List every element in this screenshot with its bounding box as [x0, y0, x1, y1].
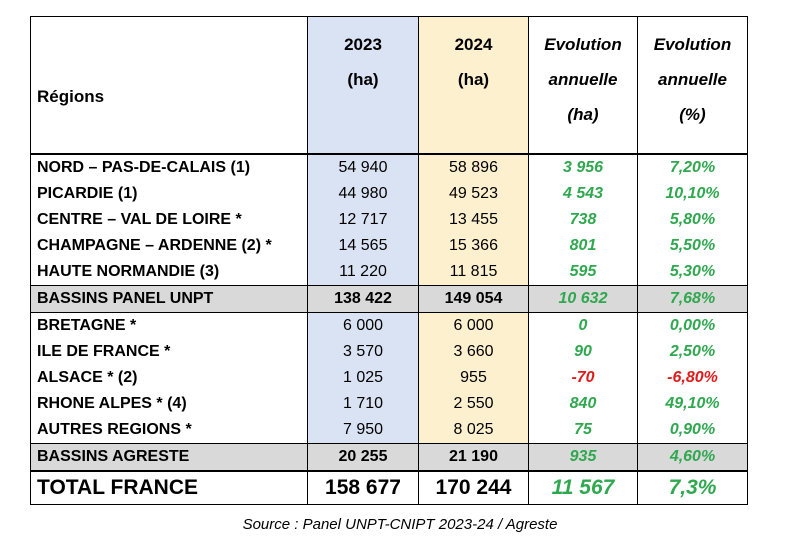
- region-cell: ILE DE FRANCE *: [30, 339, 308, 365]
- header-evol-ha-line1: Evolution: [544, 35, 622, 54]
- evolution-ha-cell: 935: [528, 443, 638, 472]
- value-2024-cell: 3 660: [418, 339, 529, 365]
- region-cell: AUTRES REGIONS *: [30, 417, 308, 444]
- value-2024-cell: 6 000: [418, 312, 529, 339]
- region-cell: BASSINS AGRESTE: [30, 443, 308, 472]
- value-2023-cell: 12 717: [307, 207, 419, 233]
- evolution-pct-cell: 7,68%: [637, 285, 748, 313]
- region-cell: BASSINS PANEL UNPT: [30, 285, 308, 313]
- header-2024-year: 2024: [454, 35, 493, 54]
- evolution-pct-cell: 5,30%: [637, 259, 748, 286]
- value-2023-cell: 7 950: [307, 417, 419, 444]
- table-row: CHAMPAGNE – ARDENNE (2) * 14 565 15 366 …: [30, 233, 748, 259]
- region-cell: CHAMPAGNE – ARDENNE (2) *: [30, 233, 308, 259]
- table-row: ILE DE FRANCE * 3 570 3 660 90 2,50%: [30, 339, 748, 365]
- value-2023-cell: 1 025: [307, 365, 419, 391]
- value-2023-cell: 138 422: [307, 285, 419, 313]
- evolution-pct-cell: 0,00%: [637, 312, 748, 339]
- evolution-ha-cell: 801: [528, 233, 638, 259]
- value-2024-cell: 8 025: [418, 417, 529, 444]
- value-2024-cell: 21 190: [418, 443, 529, 472]
- header-evol-pct-line3: (%): [679, 105, 706, 124]
- table-row: BRETAGNE * 6 000 6 000 0 0,00%: [30, 312, 748, 339]
- region-cell: ALSACE * (2): [30, 365, 308, 391]
- evolution-pct-cell: 7,20%: [637, 154, 748, 181]
- value-2024-cell: 2 550: [418, 391, 529, 417]
- evolution-pct-cell: -6,80%: [637, 365, 748, 391]
- region-cell: BRETAGNE *: [30, 312, 308, 339]
- table-row: AUTRES REGIONS * 7 950 8 025 75 0,90%: [30, 417, 748, 444]
- value-2024-cell: 955: [418, 365, 529, 391]
- region-cell: RHONE ALPES * (4): [30, 391, 308, 417]
- evolution-pct-cell: 4,60%: [637, 443, 748, 472]
- region-cell: PICARDIE (1): [30, 181, 308, 207]
- subtotal-row-agreste: BASSINS AGRESTE 20 255 21 190 935 4,60%: [30, 443, 748, 472]
- value-2023-cell: 20 255: [307, 443, 419, 472]
- header-evol-pct-line2: annuelle: [658, 70, 727, 89]
- table-row: CENTRE – VAL DE LOIRE * 12 717 13 455 73…: [30, 207, 748, 233]
- header-evol-ha-line3: (ha): [567, 105, 599, 124]
- header-evol-pct-line1: Evolution: [653, 35, 732, 54]
- evolution-ha-cell: 595: [528, 259, 638, 286]
- evolution-ha-cell: -70: [528, 365, 638, 391]
- header-2023-unit: (ha): [347, 70, 379, 89]
- source-caption: Source : Panel UNPT-CNIPT 2023-24 / Agre…: [242, 516, 558, 533]
- value-2024-cell: 11 815: [418, 259, 529, 286]
- value-2023-cell: 11 220: [307, 259, 419, 286]
- evolution-pct-cell: 49,10%: [637, 391, 748, 417]
- value-2024-cell: 15 366: [418, 233, 529, 259]
- value-2023-cell: 6 000: [307, 312, 419, 339]
- region-cell: NORD – PAS-DE-CALAIS (1): [30, 154, 308, 181]
- evolution-pct-cell: 2,50%: [637, 339, 748, 365]
- table-row: HAUTE NORMANDIE (3) 11 220 11 815 595 5,…: [30, 259, 748, 286]
- table-row: PICARDIE (1) 44 980 49 523 4 543 10,10%: [30, 181, 748, 207]
- surface-table: Régions 2023 (ha) 2024 (ha) Evolution an…: [30, 16, 748, 505]
- value-2023-cell: 54 940: [307, 154, 419, 181]
- evolution-pct-cell: 0,90%: [637, 417, 748, 444]
- total-2023: 158 677: [307, 470, 419, 505]
- value-2023-cell: 44 980: [307, 181, 419, 207]
- total-evolution-ha: 11 567: [528, 470, 638, 505]
- header-regions: Régions: [30, 16, 308, 155]
- header-evol-ha-line2: annuelle: [548, 70, 618, 89]
- total-row: TOTAL FRANCE 158 677 170 244 11 567 7,3%: [30, 470, 748, 505]
- value-2023-cell: 14 565: [307, 233, 419, 259]
- value-2024-cell: 13 455: [418, 207, 529, 233]
- evolution-pct-cell: 5,80%: [637, 207, 748, 233]
- value-2024-cell: 49 523: [418, 181, 529, 207]
- subtotal-row-panel-unpt: BASSINS PANEL UNPT 138 422 149 054 10 63…: [30, 285, 748, 313]
- evolution-ha-cell: 3 956: [528, 154, 638, 181]
- evolution-ha-cell: 10 632: [528, 285, 638, 313]
- header-2024-unit: (ha): [457, 70, 490, 89]
- evolution-pct-cell: 5,50%: [637, 233, 748, 259]
- evolution-ha-cell: 4 543: [528, 181, 638, 207]
- evolution-ha-cell: 75: [528, 417, 638, 444]
- evolution-ha-cell: 840: [528, 391, 638, 417]
- value-2024-cell: 58 896: [418, 154, 529, 181]
- total-evolution-pct: 7,3%: [637, 470, 748, 505]
- region-cell: HAUTE NORMANDIE (3): [30, 259, 308, 286]
- evolution-pct-cell: 10,10%: [637, 181, 748, 207]
- header-2023-year: 2023: [344, 35, 382, 54]
- table-row: NORD – PAS-DE-CALAIS (1) 54 940 58 896 3…: [30, 154, 748, 181]
- header-2023: 2023 (ha): [307, 16, 419, 155]
- table-row: RHONE ALPES * (4) 1 710 2 550 840 49,10%: [30, 391, 748, 417]
- table-row: ALSACE * (2) 1 025 955 -70 -6,80%: [30, 365, 748, 391]
- header-row: Régions 2023 (ha) 2024 (ha) Evolution an…: [30, 16, 748, 155]
- region-cell: CENTRE – VAL DE LOIRE *: [30, 207, 308, 233]
- header-evolution-pct: Evolution annuelle (%): [637, 16, 748, 155]
- evolution-ha-cell: 90: [528, 339, 638, 365]
- evolution-ha-cell: 738: [528, 207, 638, 233]
- total-label: TOTAL FRANCE: [30, 470, 308, 505]
- evolution-ha-cell: 0: [528, 312, 638, 339]
- header-2024: 2024 (ha): [418, 16, 529, 155]
- value-2024-cell: 149 054: [418, 285, 529, 313]
- value-2023-cell: 3 570: [307, 339, 419, 365]
- value-2023-cell: 1 710: [307, 391, 419, 417]
- total-2024: 170 244: [418, 470, 529, 505]
- header-evolution-ha: Evolution annuelle (ha): [528, 16, 638, 155]
